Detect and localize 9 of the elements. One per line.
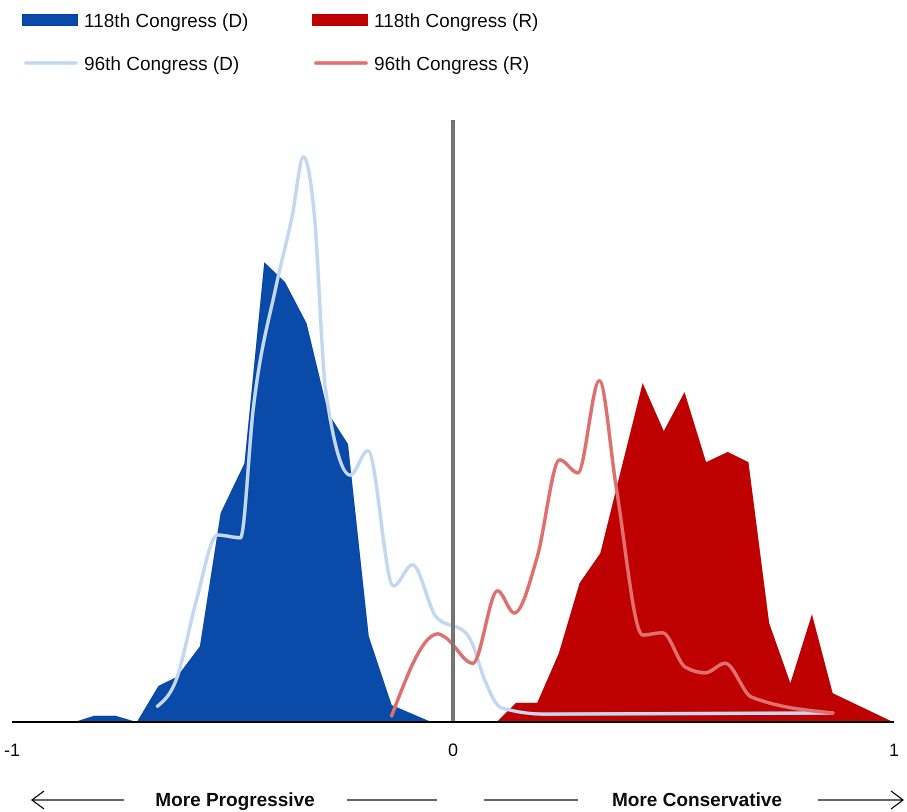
x-tick-label: 0 [448, 740, 458, 760]
legend-label: 118th Congress (R) [374, 11, 538, 32]
legend-label: 96th Congress (R) [374, 54, 530, 75]
x-tick-label: -1 [4, 740, 20, 760]
x-tick-label: 1 [888, 740, 900, 760]
text: More Conservative [612, 790, 782, 811]
legend-label: 96th Congress (D) [84, 54, 240, 75]
legend-label: 118th Congress (D) [84, 11, 248, 32]
text: More Progressive [155, 790, 315, 811]
